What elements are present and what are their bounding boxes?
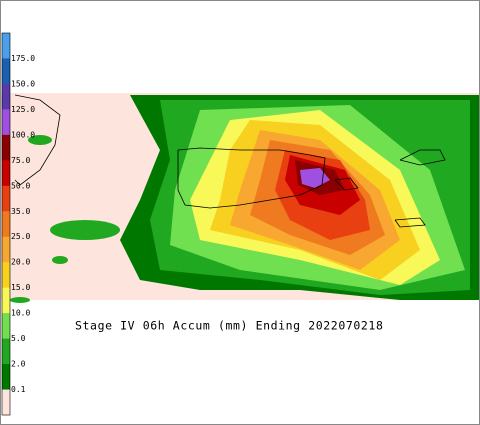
- hispaniola-outline: [14, 94, 61, 186]
- colorbar-swatch: [2, 287, 10, 314]
- colorbar-label: 75.0: [11, 156, 30, 165]
- colorbar-swatch: [2, 389, 10, 416]
- colorbar-label: 15.0: [11, 283, 30, 292]
- colorbar-label: 25.0: [11, 232, 30, 241]
- island-outline: [394, 217, 426, 228]
- island-outline: [399, 149, 446, 166]
- colorbar-swatch: [2, 338, 10, 365]
- colorbar-swatch: [2, 236, 10, 263]
- caption: Stage IV 06h Accum (mm) Ending 202207021…: [75, 319, 383, 333]
- colorbar-swatch: [2, 313, 10, 340]
- colorbar-swatch: [2, 83, 10, 110]
- colorbar-swatch: [2, 109, 10, 136]
- colorbar-border: [1, 32, 11, 416]
- colorbar: 175.0 150.0 125.0 100.0 75.0 50.0 35.0 25.0 20.0…: [1, 32, 35, 416]
- island-outline: [334, 177, 359, 191]
- colorbar-label: 125.0: [11, 105, 35, 114]
- colorbar-label: 50.0: [11, 181, 30, 190]
- colorbar-swatch: [2, 134, 10, 161]
- colorbar-swatch: [2, 185, 10, 212]
- precip-field: [10, 95, 480, 303]
- colorbar-label: 100.0: [11, 130, 35, 139]
- colorbar-label: 10.0: [11, 309, 30, 318]
- colorbar-swatch: [2, 364, 10, 391]
- coastlines: [14, 94, 446, 228]
- colorbar-label: 150.0: [11, 79, 35, 88]
- colorbar-label: 2.0: [11, 360, 26, 369]
- colorbar-swatch: [2, 58, 10, 85]
- colorbar-swatch: [2, 33, 10, 59]
- colorbar-label: 35.0: [11, 207, 30, 216]
- colorbar-swatch: [2, 160, 10, 187]
- colorbar-label: 5.0: [11, 334, 26, 343]
- puerto-rico-outline: [177, 147, 326, 209]
- colorbar-label: 20.0: [11, 258, 30, 267]
- colorbar-label: 0.1: [11, 385, 26, 394]
- colorbar-label: 175.0: [11, 54, 35, 63]
- colorbar-swatch: [2, 211, 10, 238]
- colorbar-swatch: [2, 262, 10, 289]
